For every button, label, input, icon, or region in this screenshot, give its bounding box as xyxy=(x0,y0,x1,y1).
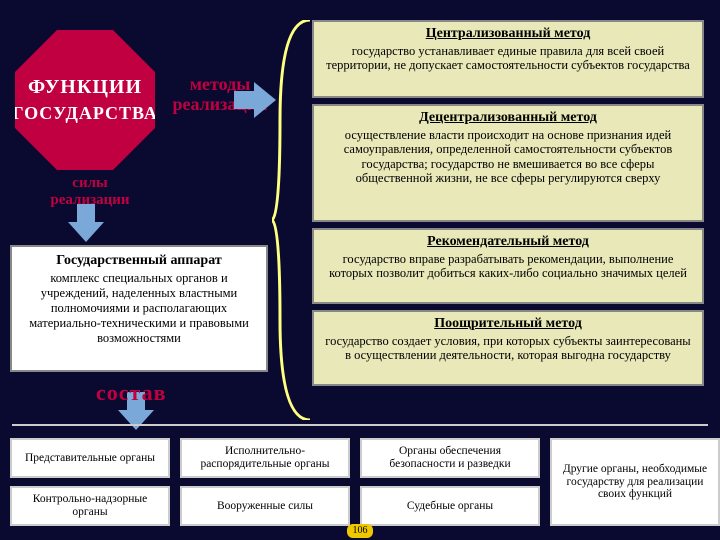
method-body: государство вправе разрабатывать рекомен… xyxy=(322,252,694,281)
method-title: Централизованный метод xyxy=(322,26,694,42)
method-body: осуществление власти происходит на основ… xyxy=(322,128,694,186)
divider xyxy=(12,424,708,426)
method-body: государство устанавливает единые правила… xyxy=(322,44,694,73)
bottom-cell-4: Контрольно-надзорные органы xyxy=(10,486,170,526)
page-number: 106 xyxy=(347,524,373,538)
bottom-cell-2: Органы обеспечения безопасности и развед… xyxy=(360,438,540,478)
method-title: Рекомендательный метод xyxy=(322,234,694,250)
arrow-down-icon xyxy=(68,222,104,242)
bottom-cell-1: Исполнительно-распорядительные органы xyxy=(180,438,350,478)
method-box-0: Централизованный метод государство устана… xyxy=(312,20,704,98)
apparatus-box: Государственный аппарат комплекс специал… xyxy=(10,245,268,372)
label-sostav: состав xyxy=(96,380,167,406)
method-box-2: Рекомендательный метод государство вправе… xyxy=(312,228,704,304)
octagon-line1: ФУНКЦИИ xyxy=(28,76,142,99)
method-title: Поощрительный метод xyxy=(322,316,694,332)
bottom-cell-3: Другие органы, необходимые государству д… xyxy=(550,438,720,526)
octagon-functions: ФУНКЦИИ ГОСУДАРСТВА xyxy=(15,30,155,170)
bottom-grid: Представительные органыИсполнительно-рас… xyxy=(10,438,710,526)
arrow-down-sostav-icon xyxy=(118,410,154,430)
method-title: Децентрализованный метод xyxy=(322,110,694,126)
bottom-cell-6: Судебные органы xyxy=(360,486,540,526)
method-box-1: Децентрализованный метод осуществление вл… xyxy=(312,104,704,222)
bottom-cell-5: Вооруженные силы xyxy=(180,486,350,526)
apparatus-body: комплекс специальных органов и учреждени… xyxy=(20,271,258,346)
octagon-line2: ГОСУДАРСТВА xyxy=(12,103,158,124)
method-body: государство создает условия, при которых… xyxy=(322,334,694,363)
method-box-3: Поощрительный метод государство создает у… xyxy=(312,310,704,386)
brace-curve xyxy=(272,20,312,420)
apparatus-title: Государственный аппарат xyxy=(20,253,258,269)
bottom-cell-0: Представительные органы xyxy=(10,438,170,478)
